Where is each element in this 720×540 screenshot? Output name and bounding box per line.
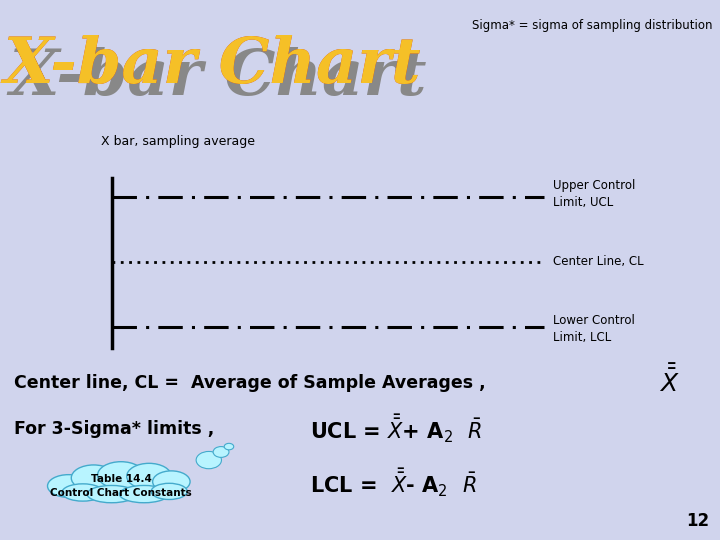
Text: Table 14.4
Control Chart Constants: Table 14.4 Control Chart Constants	[50, 475, 192, 497]
Ellipse shape	[151, 483, 187, 500]
Text: LCL =  $\bar{\bar{X}}$- A$_2$  $\bar{R}$: LCL = $\bar{\bar{X}}$- A$_2$ $\bar{R}$	[310, 467, 477, 500]
Text: X-bar Chart: X-bar Chart	[4, 35, 421, 97]
Text: Sigma* = sigma of sampling distribution: Sigma* = sigma of sampling distribution	[472, 19, 713, 32]
Text: Center Line, CL: Center Line, CL	[553, 255, 644, 268]
Ellipse shape	[62, 484, 104, 501]
Text: X bar, sampling average: X bar, sampling average	[101, 136, 255, 148]
Ellipse shape	[153, 471, 190, 492]
Text: Lower Control
Limit, LCL: Lower Control Limit, LCL	[553, 314, 635, 345]
Ellipse shape	[98, 462, 145, 489]
Ellipse shape	[224, 443, 234, 450]
Ellipse shape	[120, 485, 168, 503]
Text: 12: 12	[686, 512, 709, 530]
Ellipse shape	[87, 485, 136, 503]
Text: UCL = $\bar{\bar{X}}$+ A$_2$  $\bar{R}$: UCL = $\bar{\bar{X}}$+ A$_2$ $\bar{R}$	[310, 413, 482, 446]
Text: Center line, CL =  Average of Sample Averages ,: Center line, CL = Average of Sample Aver…	[14, 374, 486, 393]
Ellipse shape	[48, 475, 89, 497]
Ellipse shape	[213, 447, 229, 457]
Text: $\bar{\bar{X}}$: $\bar{\bar{X}}$	[659, 364, 680, 397]
Ellipse shape	[196, 451, 222, 469]
Ellipse shape	[71, 465, 116, 491]
Ellipse shape	[127, 463, 171, 489]
Text: X-bar Chart: X-bar Chart	[4, 35, 421, 97]
Text: For 3-Sigma* limits ,: For 3-Sigma* limits ,	[14, 420, 215, 438]
Text: X-bar Chart: X-bar Chart	[9, 47, 427, 109]
Text: Upper Control
Limit, UCL: Upper Control Limit, UCL	[553, 179, 635, 210]
